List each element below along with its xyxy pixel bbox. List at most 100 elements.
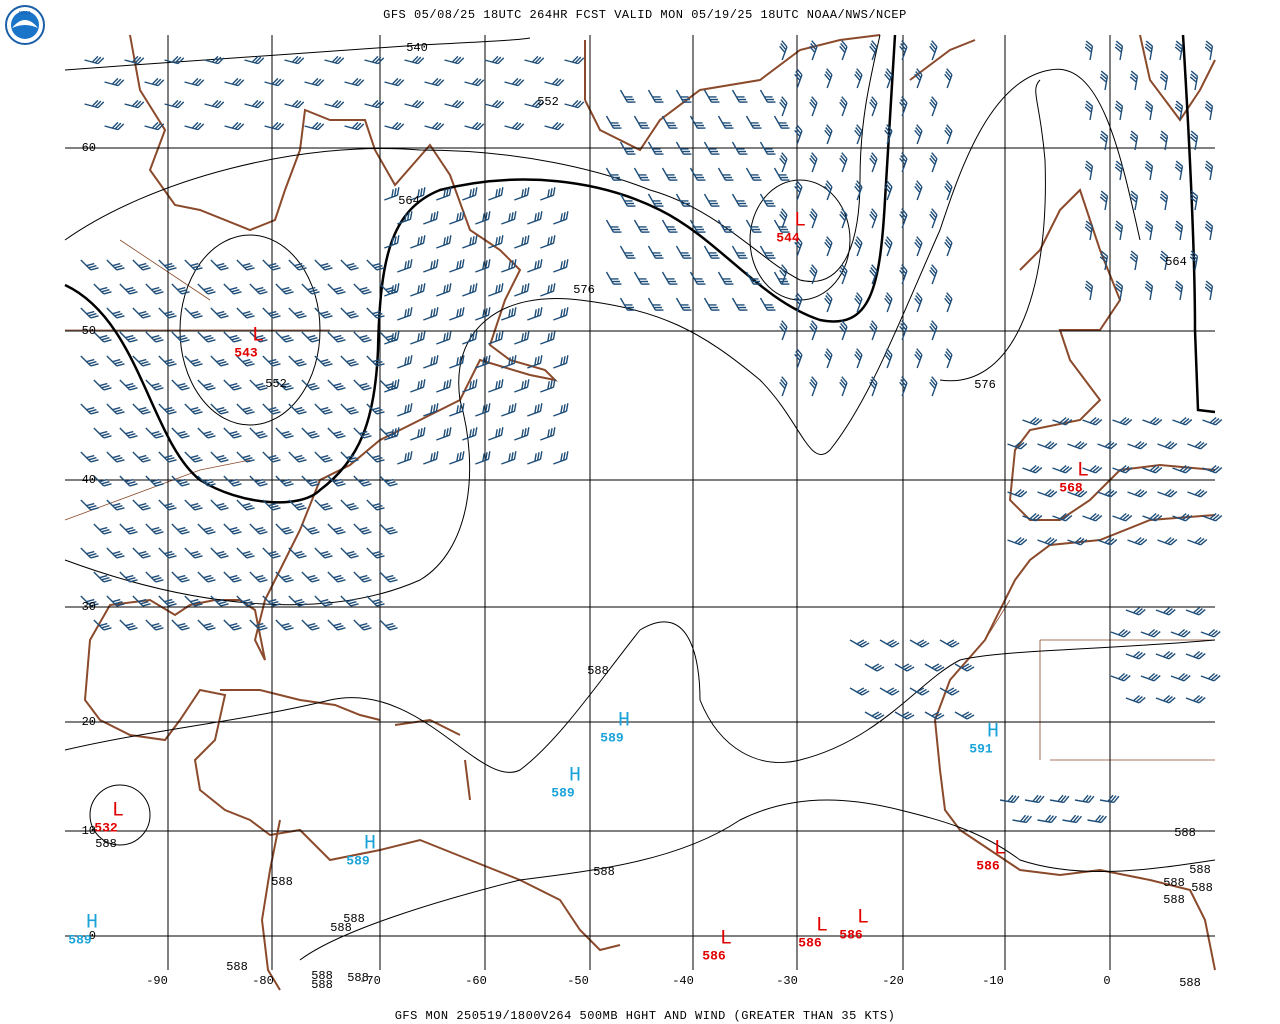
barb-shape	[384, 331, 400, 345]
barb-shape	[501, 211, 517, 225]
barb-shape	[929, 208, 938, 229]
barb-shape	[899, 320, 908, 341]
barb-shape	[944, 292, 953, 313]
barb-shape	[1159, 130, 1169, 151]
wind-barb	[731, 193, 748, 207]
wind-barb	[514, 331, 530, 345]
wind-barb	[779, 208, 788, 229]
wind-barb	[119, 619, 138, 631]
wind-barb	[1097, 536, 1118, 546]
barb-shape	[633, 219, 650, 233]
barb-shape	[340, 403, 359, 415]
barb-shape	[1052, 464, 1073, 474]
barb-shape	[223, 523, 242, 535]
wind-barb	[288, 355, 307, 367]
contour-540	[64, 37, 531, 71]
barb-shape	[145, 619, 164, 631]
wind-barb	[249, 379, 268, 391]
barb-shape	[1129, 70, 1139, 91]
barb-shape	[132, 451, 151, 463]
wind-barb	[344, 77, 365, 87]
barb-shape	[1172, 464, 1193, 474]
wind-barb	[353, 427, 372, 439]
wind-barb	[689, 167, 706, 181]
barb-shape	[1159, 70, 1169, 91]
barb-shape	[809, 152, 818, 173]
wind-barb	[647, 297, 664, 311]
barb-shape	[564, 55, 585, 65]
wind-barb	[423, 355, 439, 369]
wind-barb	[675, 141, 692, 155]
wind-barb	[158, 595, 177, 607]
barb-shape	[1022, 464, 1043, 474]
center-symbol: L	[794, 209, 806, 232]
barb-shape	[462, 427, 478, 441]
barb-shape	[1144, 280, 1154, 301]
wind-barb	[93, 619, 112, 631]
wind-barb	[1129, 190, 1139, 211]
wind-barb	[223, 283, 242, 295]
wind-barb	[779, 376, 788, 397]
wind-barb	[223, 571, 242, 583]
barb-shape	[540, 379, 556, 393]
wind-barb	[1155, 606, 1176, 616]
barb-shape	[854, 124, 863, 145]
barb-shape	[1087, 814, 1107, 824]
barb-shape	[488, 283, 504, 297]
barb-shape	[884, 348, 893, 369]
barb-shape	[223, 475, 242, 487]
wind-barb	[527, 307, 543, 321]
barb-shape	[1097, 440, 1118, 450]
barb-shape	[1084, 40, 1094, 61]
barb-shape	[501, 355, 517, 369]
barb-shape	[106, 595, 125, 607]
wind-barb	[301, 523, 320, 535]
contour-label: 576	[573, 283, 595, 297]
barb-shape	[1200, 672, 1221, 682]
wind-barb	[869, 152, 878, 173]
wind-barb	[1052, 464, 1073, 474]
barb-shape	[894, 663, 915, 672]
barb-shape	[544, 121, 565, 131]
wind-barb	[633, 115, 650, 129]
wind-barb	[745, 167, 762, 181]
wind-barb	[236, 259, 255, 271]
barb-shape	[779, 96, 788, 117]
barb-shape	[745, 167, 762, 181]
wind-barb	[236, 499, 255, 511]
barb-shape	[1155, 606, 1176, 616]
barb-shape	[344, 77, 365, 87]
barb-shape	[119, 283, 138, 295]
wind-barb	[436, 379, 452, 393]
barb-shape	[954, 711, 975, 720]
wind-barb	[132, 307, 151, 319]
barb-shape	[899, 264, 908, 285]
barb-shape	[1062, 814, 1082, 824]
wind-barb	[327, 379, 346, 391]
wind-barb	[703, 193, 720, 207]
contour-564-east	[1181, 34, 1216, 414]
wind-barb	[717, 271, 734, 285]
barb-shape	[379, 523, 398, 535]
barb-shape	[449, 307, 465, 321]
barb-shape	[488, 235, 504, 249]
wind-barb	[501, 451, 517, 465]
wind-barb	[404, 99, 425, 109]
wind-barb	[514, 379, 530, 393]
barb-shape	[939, 687, 960, 696]
barb-shape	[661, 167, 678, 181]
wind-barb	[1129, 70, 1139, 91]
barb-shape	[540, 187, 556, 201]
barb-shape	[794, 124, 803, 145]
wind-barb	[1185, 650, 1206, 660]
barb-shape	[436, 427, 452, 441]
center-value: 589	[600, 730, 624, 745]
wind-barb	[288, 499, 307, 511]
barb-shape	[301, 523, 320, 535]
contour-label: 588	[311, 969, 333, 983]
wind-barb	[824, 180, 833, 201]
wind-barb	[197, 475, 216, 487]
wind-barb	[1144, 160, 1154, 181]
barb-shape	[929, 96, 938, 117]
barb-shape	[353, 331, 372, 343]
